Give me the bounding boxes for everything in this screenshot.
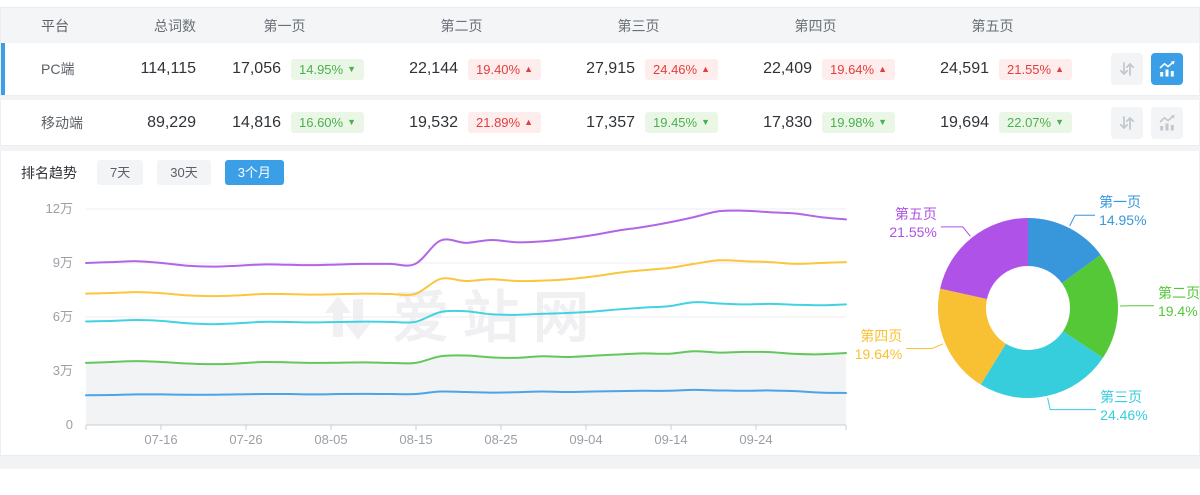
donut-leader-line — [1070, 215, 1095, 226]
platform-label: 移动端 — [1, 113, 121, 133]
trend-arrow-icon — [1055, 65, 1064, 74]
trend-arrow-icon — [878, 118, 887, 127]
change-badge: 19.45% — [645, 112, 718, 133]
line-chart-icon — [1157, 113, 1177, 133]
change-badge: 24.46% — [645, 59, 718, 80]
sort-arrows-icon — [1118, 114, 1136, 132]
series-green-area — [86, 351, 846, 425]
change-badge: 19.40% — [468, 59, 541, 80]
donut-leader-line — [906, 344, 943, 349]
page1-value: 14,816 — [196, 114, 281, 132]
page4-cell: 17,830 19.98% — [727, 112, 904, 133]
page5-value: 24,591 — [904, 60, 989, 78]
trend-arrow-icon — [701, 65, 710, 74]
col-header-page4: 第四页 — [727, 16, 904, 36]
col-header-total: 总词数 — [121, 16, 196, 36]
trend-arrow-icon — [524, 65, 533, 74]
series-purple-line — [86, 211, 846, 267]
y-axis-label: 9万 — [53, 255, 73, 270]
trend-chart-button[interactable] — [1151, 107, 1183, 139]
tab-7days[interactable]: 7天 — [97, 160, 143, 185]
trend-arrow-icon — [347, 65, 356, 74]
y-axis-label: 0 — [66, 417, 73, 432]
x-axis-label: 08-25 — [484, 432, 517, 447]
donut-leader-line — [941, 227, 971, 236]
x-axis-label: 07-16 — [144, 432, 177, 447]
x-axis-label: 09-14 — [654, 432, 687, 447]
page5-value: 19,694 — [904, 114, 989, 132]
page1-value: 17,056 — [196, 60, 281, 78]
table-row-pc[interactable]: PC端 114,115 17,056 14.95% 22,144 19.40% … — [0, 43, 1200, 96]
trend-chart-button[interactable] — [1151, 53, 1183, 85]
col-header-page5: 第五页 — [904, 16, 1081, 36]
trend-title: 排名趋势 — [21, 163, 77, 183]
y-axis-label: 3万 — [53, 363, 73, 378]
page4-cell: 22,409 19.64% — [727, 59, 904, 80]
table-header: 平台 总词数 第一页 第二页 第三页 第四页 第五页 — [0, 7, 1200, 44]
tab-3months[interactable]: 3个月 — [225, 160, 284, 185]
series-cyan-line — [86, 302, 846, 324]
page3-value: 17,357 — [550, 114, 635, 132]
page2-cell: 22,144 19.40% — [373, 59, 550, 80]
y-axis-label: 6万 — [53, 309, 73, 324]
page2-value: 19,532 — [373, 114, 458, 132]
trend-arrow-icon — [347, 118, 356, 127]
donut-slice-第五页 — [940, 218, 1028, 299]
line-chart-icon — [1157, 59, 1177, 79]
y-axis-label: 12万 — [46, 201, 73, 216]
page3-cell: 27,915 24.46% — [550, 59, 727, 80]
tab-30days[interactable]: 30天 — [157, 160, 210, 185]
col-header-page1: 第一页 — [196, 16, 373, 36]
sort-button[interactable] — [1111, 53, 1143, 85]
trend-toolbar: 排名趋势 7天 30天 3个月 — [21, 160, 298, 185]
x-axis-label: 08-15 — [399, 432, 432, 447]
page1-cell: 14,816 16.60% — [196, 112, 373, 133]
change-badge: 21.55% — [999, 59, 1072, 80]
change-badge: 19.98% — [822, 112, 895, 133]
total-words-value: 114,115 — [121, 60, 196, 78]
change-badge: 19.64% — [822, 59, 895, 80]
page4-value: 22,409 — [727, 60, 812, 78]
total-words-value: 89,229 — [121, 114, 196, 132]
col-header-platform: 平台 — [1, 16, 121, 36]
page3-cell: 17,357 19.45% — [550, 112, 727, 133]
col-header-page2: 第二页 — [373, 16, 550, 36]
x-axis-label: 07-26 — [229, 432, 262, 447]
sort-arrows-icon — [1118, 60, 1136, 78]
trend-line-chart: 07-16 07-26 08-05 08-15 08-25 09-04 09-14 09-24… — [1, 195, 861, 495]
platform-label: PC端 — [1, 59, 121, 79]
trend-arrow-icon — [878, 65, 887, 74]
x-axis-label: 09-24 — [739, 432, 772, 447]
change-badge: 21.89% — [468, 112, 541, 133]
change-badge: 14.95% — [291, 59, 364, 80]
page2-cell: 19,532 21.89% — [373, 112, 550, 133]
page5-cell: 24,591 21.55% — [904, 59, 1081, 80]
sort-button[interactable] — [1111, 107, 1143, 139]
table-row-mobile[interactable]: 移动端 89,229 14,816 16.60% 19,532 21.89% 1… — [0, 100, 1200, 146]
page2-value: 22,144 — [373, 60, 458, 78]
trend-arrow-icon — [1055, 118, 1064, 127]
page4-value: 17,830 — [727, 114, 812, 132]
page-share-donut-chart — [861, 181, 1200, 431]
trend-arrow-icon — [524, 118, 533, 127]
page1-cell: 17,056 14.95% — [196, 59, 373, 80]
page5-cell: 19,694 22.07% — [904, 112, 1081, 133]
x-axis-label: 09-04 — [569, 432, 602, 447]
col-header-page3: 第三页 — [550, 16, 727, 36]
donut-leader-line — [1048, 398, 1097, 410]
x-axis-label: 08-05 — [314, 432, 347, 447]
change-badge: 16.60% — [291, 112, 364, 133]
change-badge: 22.07% — [999, 112, 1072, 133]
trend-arrow-icon — [701, 118, 710, 127]
page3-value: 27,915 — [550, 60, 635, 78]
